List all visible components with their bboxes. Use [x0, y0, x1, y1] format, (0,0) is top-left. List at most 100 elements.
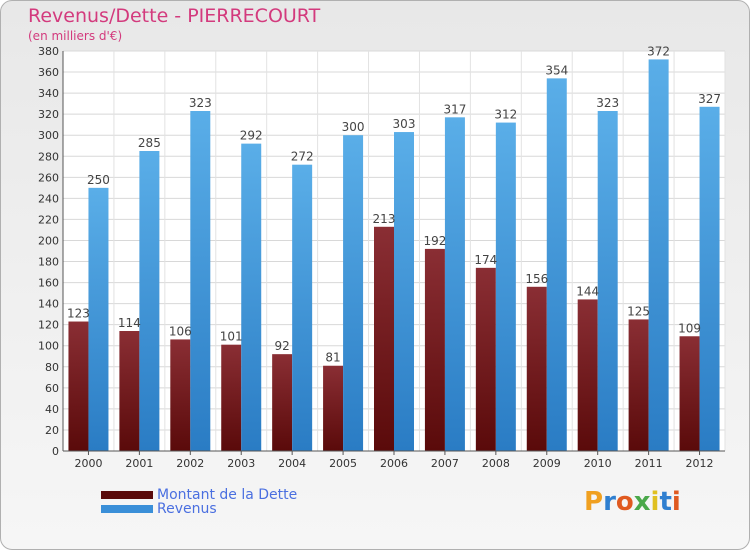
- bar-revenue-2000: [88, 187, 109, 451]
- y-tick-label: 300: [38, 129, 59, 142]
- logo-letter: x: [633, 487, 651, 517]
- y-tick-label: 240: [38, 192, 59, 205]
- data-label-revenue-2012: 327: [698, 92, 721, 106]
- bar-debt-2011: [628, 319, 649, 451]
- x-tick-label: 2012: [686, 457, 714, 470]
- bar-revenue-2009: [546, 78, 567, 452]
- bar-debt-2003: [221, 344, 242, 451]
- bar-revenue-2010: [597, 111, 618, 451]
- data-label-revenue-2003: 292: [240, 129, 263, 143]
- data-label-debt-2003: 101: [220, 330, 243, 344]
- x-tick-label: 2004: [278, 457, 306, 470]
- y-tick-label: 60: [45, 382, 59, 395]
- y-tick-label: 120: [38, 319, 59, 332]
- data-label-debt-2005: 81: [325, 351, 340, 365]
- legend-label-revenue: Revenus: [157, 501, 217, 517]
- y-tick-label: 200: [38, 234, 59, 247]
- x-tick-label: 2002: [176, 457, 204, 470]
- bar-revenue-2002: [190, 111, 211, 451]
- data-label-revenue-2011: 372: [647, 44, 670, 58]
- x-tick-label: 2008: [482, 457, 510, 470]
- bar-debt-2010: [577, 299, 598, 451]
- bar-revenue-2011: [648, 59, 669, 451]
- x-tick-label: 2011: [635, 457, 663, 470]
- bar-debt-2001: [119, 331, 140, 451]
- data-label-debt-2000: 123: [67, 307, 90, 321]
- logo-letter: t: [659, 487, 672, 517]
- x-tick-label: 2000: [74, 457, 102, 470]
- bar-revenue-2004: [292, 164, 313, 451]
- data-label-debt-2008: 174: [474, 253, 497, 267]
- bar-debt-2008: [475, 267, 496, 451]
- y-tick-label: 220: [38, 213, 59, 226]
- logo-letter: r: [603, 487, 616, 517]
- bar-revenue-2001: [139, 151, 160, 451]
- y-tick-label: 380: [38, 45, 59, 58]
- y-tick-label: 80: [45, 361, 59, 374]
- logo-letter: i: [671, 487, 681, 517]
- logo-letter: i: [650, 487, 660, 517]
- logo-letter: P: [584, 487, 604, 517]
- bar-revenue-2007: [444, 117, 465, 451]
- y-tick-label: 260: [38, 171, 59, 184]
- bar-debt-2000: [68, 321, 89, 451]
- data-label-revenue-2006: 303: [393, 117, 416, 131]
- data-label-debt-2009: 156: [525, 272, 548, 286]
- chart-title: Revenus/Dette - PIERRECOURT: [28, 5, 321, 27]
- x-tick-label: 2001: [125, 457, 153, 470]
- bar-debt-2004: [272, 354, 293, 451]
- y-tick-label: 360: [38, 66, 59, 79]
- y-tick-label: 160: [38, 277, 59, 290]
- data-label-revenue-2010: 323: [596, 96, 619, 110]
- x-tick-label: 2005: [329, 457, 357, 470]
- data-label-revenue-2005: 300: [342, 120, 365, 134]
- x-tick-label: 2010: [584, 457, 612, 470]
- data-label-debt-2001: 114: [118, 316, 141, 330]
- chart-subtitle: (en milliers d'€): [28, 29, 123, 43]
- data-label-debt-2006: 213: [373, 212, 396, 226]
- bar-debt-2002: [170, 339, 191, 451]
- data-label-debt-2002: 106: [169, 324, 192, 338]
- y-tick-label: 320: [38, 108, 59, 121]
- y-tick-label: 280: [38, 150, 59, 163]
- data-label-revenue-2001: 285: [138, 136, 161, 150]
- y-tick-label: 40: [45, 403, 59, 416]
- logo-letter: o: [615, 487, 634, 517]
- bar-debt-2012: [679, 336, 700, 451]
- x-tick-label: 2009: [533, 457, 561, 470]
- y-tick-label: 140: [38, 298, 59, 311]
- y-tick-label: 20: [45, 424, 59, 437]
- bar-revenue-2012: [699, 106, 720, 451]
- y-tick-label: 180: [38, 256, 59, 269]
- data-label-debt-2004: 92: [275, 339, 290, 353]
- data-label-revenue-2009: 354: [545, 63, 568, 77]
- data-label-revenue-2004: 272: [291, 150, 314, 164]
- data-label-revenue-2002: 323: [189, 96, 212, 110]
- y-tick-label: 0: [52, 445, 59, 458]
- data-label-revenue-2007: 317: [443, 102, 466, 116]
- x-tick-label: 2006: [380, 457, 408, 470]
- legend-swatch-revenue: [101, 505, 153, 513]
- bar-debt-2006: [374, 226, 394, 451]
- data-label-revenue-2008: 312: [494, 108, 517, 122]
- data-label-debt-2010: 144: [576, 284, 599, 298]
- bar-debt-2005: [323, 365, 344, 451]
- bar-revenue-2003: [241, 143, 262, 451]
- data-label-debt-2012: 109: [678, 321, 701, 335]
- bar-debt-2007: [424, 248, 445, 451]
- bar-revenue-2005: [343, 135, 364, 452]
- legend-swatch-debt: [101, 491, 153, 499]
- bar-revenue-2008: [495, 122, 516, 451]
- data-label-revenue-2000: 250: [87, 173, 110, 187]
- x-tick-label: 2007: [431, 457, 459, 470]
- data-label-debt-2007: 192: [423, 234, 446, 248]
- x-tick-label: 2003: [227, 457, 255, 470]
- legend-label-debt: Montant de la Dette: [157, 487, 298, 503]
- y-tick-label: 100: [38, 340, 59, 353]
- data-label-debt-2011: 125: [627, 304, 650, 318]
- bar-revenue-2006: [394, 132, 414, 452]
- bar-debt-2009: [526, 286, 547, 451]
- y-tick-label: 340: [38, 87, 59, 100]
